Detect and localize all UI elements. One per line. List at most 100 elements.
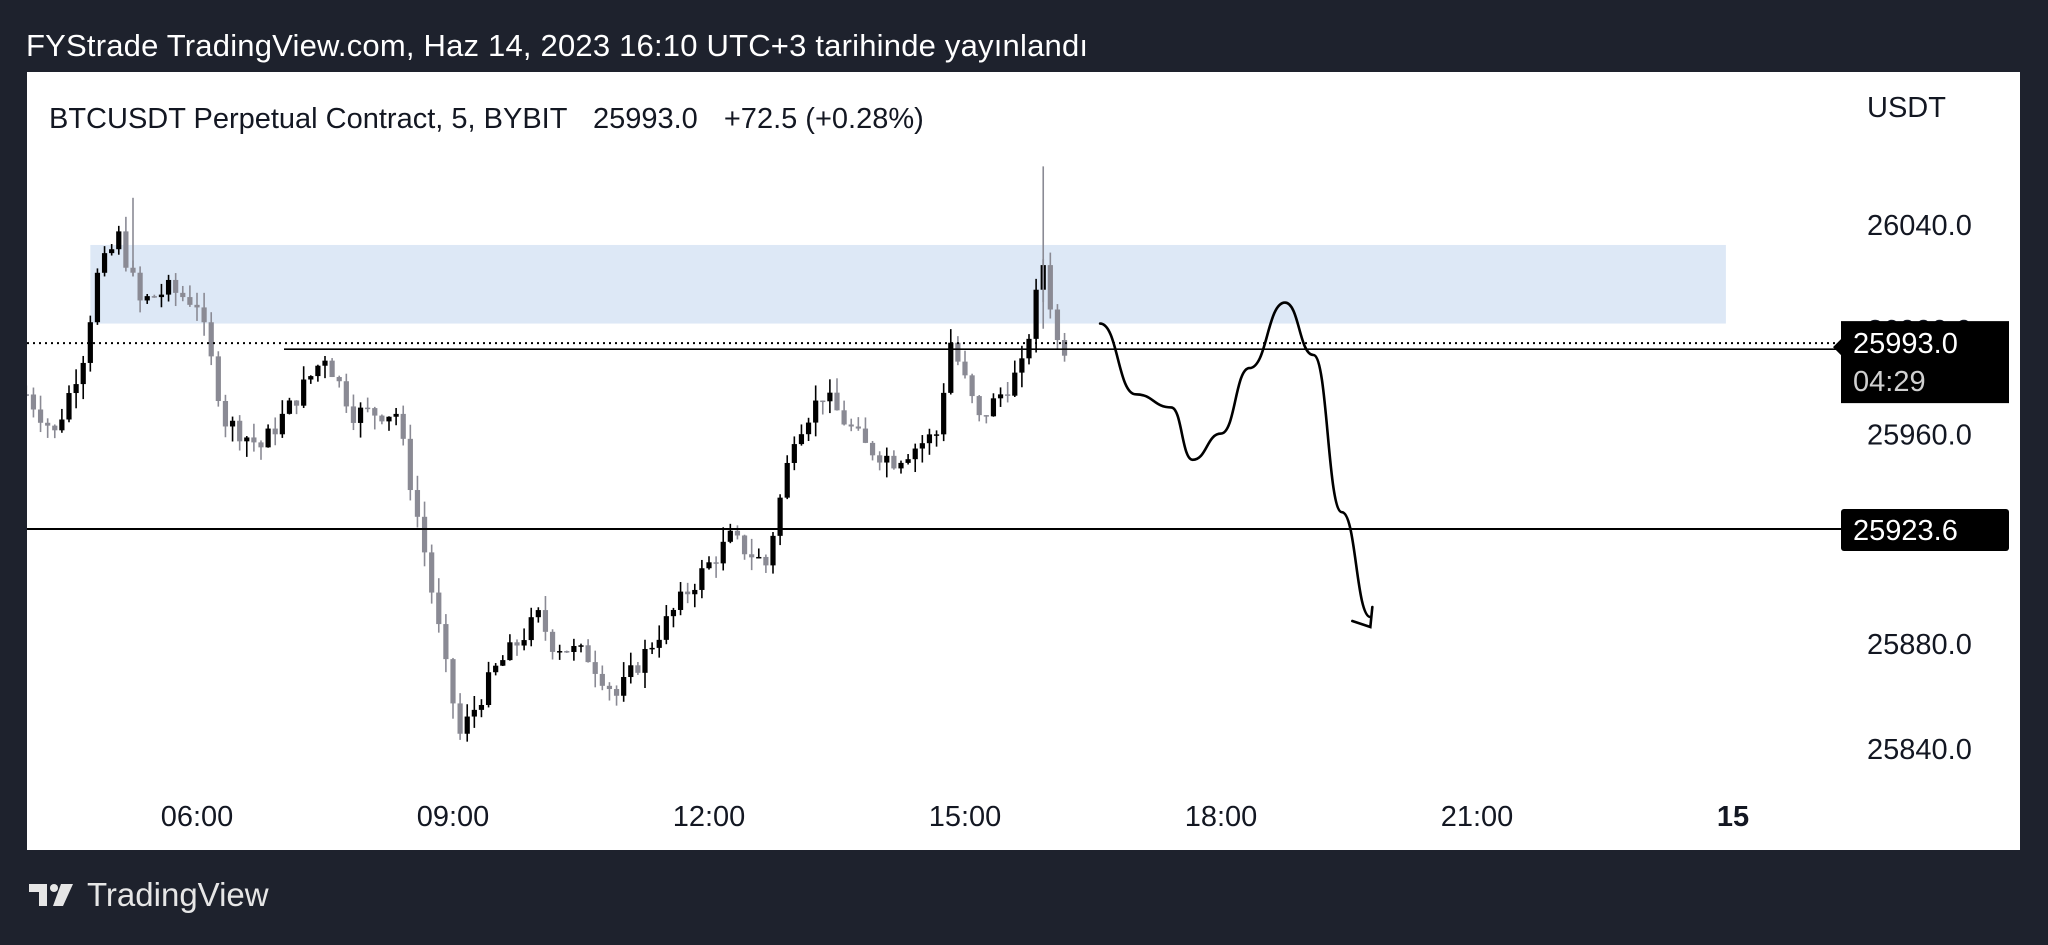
candle-body (770, 535, 776, 566)
candle-body (350, 406, 357, 423)
candle-body (450, 659, 456, 704)
candle-body (535, 610, 541, 618)
chart-panel[interactable]: BTCUSDT Perpetual Contract, 5, BYBIT 259… (27, 72, 2020, 850)
candle-body (1047, 265, 1053, 310)
candle-body (635, 665, 641, 673)
candle-body (265, 428, 271, 448)
candle-body (1061, 340, 1068, 356)
legend-change: +72.5 (+0.28%) (724, 103, 924, 135)
candle-body (621, 677, 627, 696)
candle-body (158, 294, 165, 298)
candle-body (414, 490, 421, 517)
candle-body (955, 342, 961, 362)
legend-symbol: BTCUSDT Perpetual Contract, 5, BYBIT (49, 103, 568, 135)
candle-body (805, 422, 812, 435)
publish-caption: FYStrade TradingView.com, Haz 14, 2023 1… (26, 28, 1089, 63)
candle-body (279, 413, 285, 435)
candle-body (187, 297, 193, 305)
candle-body (215, 356, 221, 401)
candle-body (919, 443, 925, 449)
candle-body (329, 360, 335, 378)
candle-body (500, 660, 506, 666)
candle-body (862, 428, 869, 443)
candle-body (542, 610, 549, 632)
candle-body (30, 394, 37, 410)
candle-body (585, 645, 591, 663)
candle-body (706, 562, 712, 569)
candle-body (194, 304, 200, 308)
candle-body (73, 384, 79, 394)
candle-body (421, 516, 428, 553)
candle-body (720, 541, 726, 564)
y-tick-label: 25840.0 (1867, 734, 1972, 766)
candle-body (407, 438, 413, 491)
candle-body (59, 419, 65, 431)
candle-body (969, 375, 975, 397)
candle-body (628, 665, 634, 678)
candle-body (251, 437, 257, 443)
candle-body (791, 444, 797, 463)
x-tick-label: 21:00 (1441, 801, 1514, 833)
x-tick-label: 15 (1717, 801, 1749, 833)
candle-body (336, 377, 342, 382)
candle-body (734, 530, 741, 536)
candle-body (493, 665, 499, 673)
forecast-arrowhead (1351, 605, 1374, 629)
candle-body (642, 648, 648, 673)
candle-body (713, 562, 719, 564)
candle-body (699, 568, 705, 590)
candle-body (948, 342, 954, 393)
candle-body (443, 624, 449, 660)
candle-body (613, 689, 620, 696)
footer-brand[interactable]: TradingView (27, 876, 269, 914)
candle-body (869, 442, 876, 456)
candle-body (1033, 289, 1039, 339)
candle-body (663, 616, 669, 640)
candle-body (272, 428, 278, 435)
candle-body (365, 407, 371, 410)
last-price-value: 25993.0 (1853, 328, 1958, 360)
candle-body (379, 415, 385, 422)
candle-body (855, 426, 861, 429)
candle-body (485, 672, 492, 705)
candlestick-chart[interactable]: BTCUSDT Perpetual Contract, 5, BYBIT 259… (27, 72, 2020, 850)
y-tick-label: 26040.0 (1867, 210, 1972, 242)
candle-body (393, 413, 399, 417)
candle-body (144, 296, 150, 301)
candle-body (784, 462, 790, 498)
candle-body (827, 392, 833, 402)
candle-body (116, 231, 122, 250)
candle-body (692, 589, 698, 595)
candle-body (1019, 358, 1025, 373)
y-tick-label: 25960.0 (1867, 420, 1972, 452)
candle-body (656, 639, 662, 648)
footer-brand-name: TradingView (87, 876, 269, 913)
candle-body (841, 410, 847, 425)
candle-body (229, 420, 236, 427)
y-axis-unit: USDT (1867, 92, 1946, 124)
candle-body (237, 420, 243, 442)
candle-body (286, 400, 293, 414)
candle-body (222, 400, 229, 427)
level-value: 25923.6 (1853, 515, 1958, 547)
candle-body (592, 662, 598, 674)
candle-body (101, 253, 108, 273)
candle-body (514, 642, 520, 646)
candle-body (1012, 372, 1018, 396)
y-tick-label: 25880.0 (1867, 629, 1972, 661)
candle-body (877, 455, 883, 463)
candle-body (208, 322, 214, 357)
candle-body (763, 556, 769, 566)
candle-body (549, 631, 556, 652)
candle-body (749, 554, 755, 558)
resistance-zone (90, 244, 1726, 324)
candle-body (884, 455, 890, 463)
x-axis-ticks: 06:00 09:00 12:00 15:00 18:00 21:00 15 (161, 801, 1749, 833)
candle-body (165, 279, 172, 295)
candle-body (578, 645, 584, 647)
candle-body (798, 434, 805, 445)
candle-body (1005, 394, 1011, 396)
candle-body (507, 642, 513, 661)
x-tick-label: 06:00 (161, 801, 234, 833)
